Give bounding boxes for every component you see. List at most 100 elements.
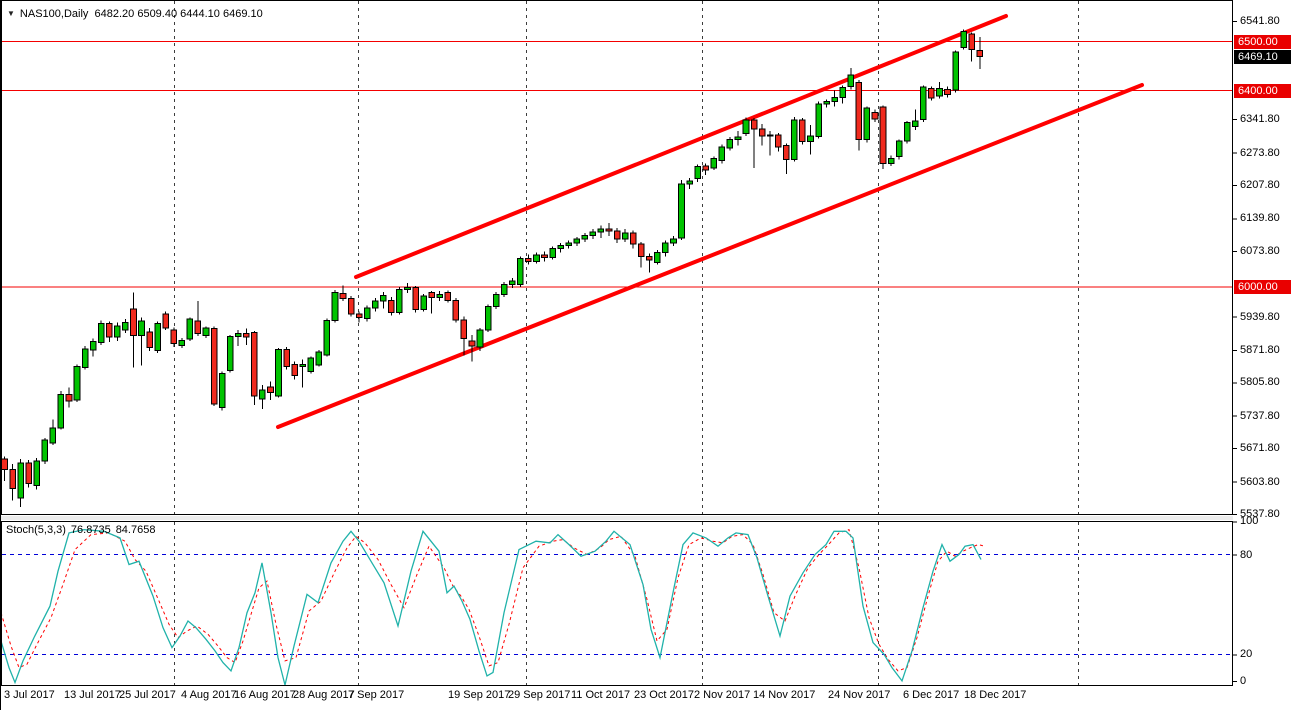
candle-bullish	[404, 286, 411, 290]
candle-bearish	[251, 332, 258, 397]
candle-bullish	[307, 357, 315, 372]
current-price-badge: 6469.10	[1234, 49, 1291, 64]
price-tick-label: 5805.80	[1240, 376, 1280, 389]
candle-bearish	[541, 254, 548, 259]
candle-bearish	[25, 462, 32, 484]
date-tick-label: 28 Aug 2017	[293, 689, 355, 701]
price-tick-label: 5737.80	[1240, 409, 1280, 422]
candle-bearish	[879, 106, 887, 164]
price-tick-label: 6073.80	[1240, 244, 1280, 257]
candle-bearish	[758, 128, 766, 137]
candle-bullish	[903, 122, 911, 142]
stoch-tick-label: 20	[1240, 648, 1253, 661]
candle-bearish	[774, 134, 782, 148]
price-tick-label: 6341.80	[1240, 113, 1280, 126]
candle-bullish	[710, 157, 718, 169]
level-price-badge: 6000.00	[1234, 280, 1291, 294]
candle-bullish	[436, 293, 444, 298]
chevron-down-icon[interactable]: ▼	[7, 9, 15, 18]
stoch-panel-border	[1, 521, 1233, 686]
candle-bullish	[823, 100, 830, 105]
indicator-d-value: 84.7658	[115, 524, 156, 536]
candle-bullish	[920, 86, 927, 121]
date-tick-label: 16 Aug 2017	[234, 689, 296, 701]
candle-bullish	[81, 348, 89, 369]
candle-bearish	[170, 329, 178, 344]
candle-bearish	[9, 469, 16, 489]
candle-bullish	[678, 183, 685, 239]
candle-bearish	[339, 292, 347, 299]
candle-bullish	[557, 244, 564, 250]
candle-bullish	[492, 293, 500, 308]
candle-bullish	[936, 88, 943, 97]
candle-bullish	[887, 157, 895, 164]
candle-bullish	[396, 288, 403, 314]
stoch-signal-line	[1, 528, 986, 672]
candle-bullish	[154, 322, 161, 351]
candle-bullish	[791, 119, 798, 160]
candle-bearish	[428, 291, 435, 298]
price-tick-label: 5671.80	[1240, 442, 1280, 455]
date-tick-label: 29 Sep 2017	[508, 689, 571, 701]
candle-bullish	[41, 439, 49, 462]
candle-bearish	[605, 228, 613, 232]
candle-bullish	[323, 319, 331, 356]
candle-bearish	[267, 386, 274, 394]
candle-bullish	[597, 228, 605, 233]
candle-bearish	[355, 313, 363, 318]
level-price-badge: 6500.00	[1234, 34, 1291, 49]
candle-bullish	[97, 322, 105, 343]
stoch-tick-label: 0	[1240, 675, 1247, 687]
candle-bullish	[565, 242, 573, 246]
candle-bearish	[388, 299, 395, 314]
candle-bullish	[895, 140, 903, 157]
date-tick-label: 11 Oct 2017	[571, 689, 631, 701]
candle-bearish	[525, 258, 532, 262]
candle-bearish	[637, 243, 645, 258]
level-price-badge: 6400.00	[1234, 83, 1291, 98]
candle-bullish	[766, 134, 774, 137]
date-tick-label: 7 Sep 2017	[348, 689, 405, 701]
candle-bearish	[291, 364, 298, 376]
candle-bullish	[89, 341, 97, 351]
date-tick-label: 6 Dec 2017	[903, 689, 960, 701]
candle-bearish	[646, 256, 653, 261]
candle-bullish	[807, 135, 814, 143]
candle-bearish	[613, 230, 621, 240]
candle-bearish	[283, 348, 290, 368]
candle-bullish	[49, 427, 57, 444]
candle-bullish	[484, 306, 492, 331]
candle-bearish	[243, 333, 250, 338]
stoch-tick-label: 100	[1240, 515, 1259, 528]
candle-bullish	[847, 74, 855, 88]
candle-bearish	[976, 49, 984, 58]
chart-title: ▼ NAS100,Daily 6482.20 6509.40 6444.10 64…	[7, 7, 263, 21]
candle-bearish	[468, 340, 476, 347]
candle-bearish	[855, 81, 863, 141]
candle-bullish	[226, 336, 234, 371]
candle-bearish	[162, 313, 169, 329]
candle-bearish	[629, 232, 637, 245]
candle-bullish	[363, 307, 371, 319]
panel-separator	[1, 516, 1233, 520]
candle-bearish	[928, 88, 935, 99]
candle-bullish	[654, 252, 661, 263]
candle-bullish	[73, 366, 81, 401]
candle-bearish	[1, 458, 8, 471]
candle-bullish	[911, 120, 919, 127]
candle-bullish	[533, 254, 540, 262]
candle-bearish	[871, 112, 879, 120]
main-panel-border	[1, 0, 1233, 515]
candle-bullish	[960, 31, 967, 48]
candle-bearish	[146, 331, 153, 348]
candle-bearish	[750, 119, 758, 130]
date-tick-label: 4 Aug 2017	[181, 689, 237, 701]
candle-bullish	[839, 87, 847, 98]
candle-bearish	[412, 286, 419, 311]
candle-bullish	[178, 340, 186, 346]
candle-bullish	[476, 329, 484, 348]
candle-bullish	[202, 327, 210, 337]
candle-bullish	[259, 389, 266, 400]
candle-bullish	[589, 231, 597, 236]
